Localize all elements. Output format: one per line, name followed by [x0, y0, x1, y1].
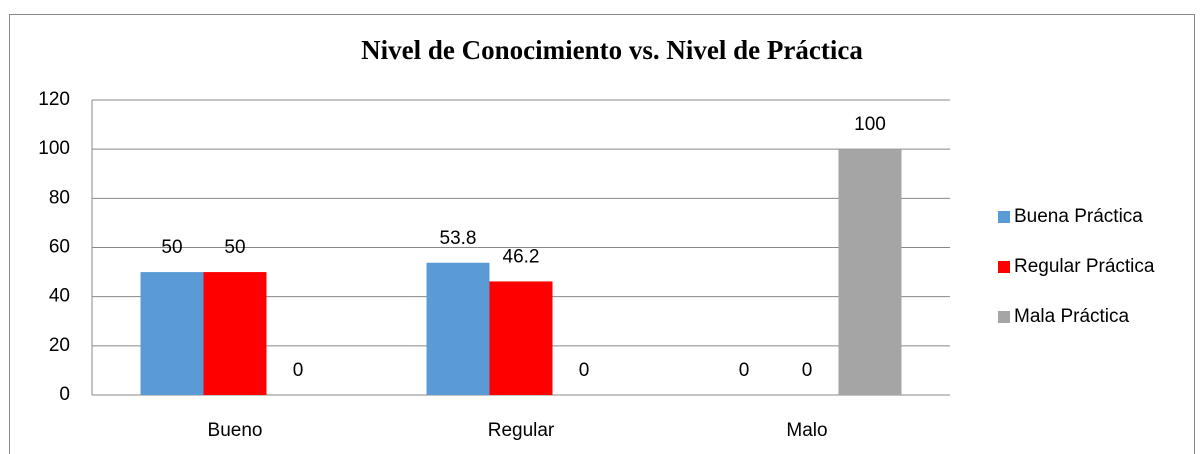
x-tick-label: Bueno [208, 420, 263, 441]
y-tick-label: 80 [49, 187, 70, 208]
chart-title: Nivel de Conocimiento vs. Nivel de Práct… [361, 35, 863, 65]
data-label: 50 [161, 237, 182, 258]
legend-swatch [998, 211, 1010, 223]
data-label: 0 [802, 360, 813, 381]
data-label: 46.2 [503, 246, 540, 267]
data-label: 50 [224, 237, 245, 258]
data-label: 0 [579, 360, 590, 381]
y-tick-label: 120 [38, 89, 70, 110]
legend-swatch [998, 311, 1010, 323]
x-tick-label: Regular [488, 420, 555, 441]
y-tick-label: 100 [38, 138, 70, 159]
legend-swatch [998, 261, 1010, 273]
bar [426, 262, 490, 395]
y-tick-label: 40 [49, 286, 70, 307]
x-tick-label: Malo [786, 420, 827, 441]
y-tick-label: 0 [59, 384, 70, 405]
bar [489, 281, 553, 395]
legend-label: Buena Práctica [1014, 206, 1143, 227]
data-label: 100 [854, 114, 886, 135]
data-label: 53.8 [440, 228, 477, 249]
data-label: 0 [739, 360, 750, 381]
bar [838, 149, 902, 395]
y-tick-label: 60 [49, 237, 70, 258]
legend-label: Regular Práctica [1014, 256, 1155, 277]
legend-label: Mala Práctica [1014, 306, 1130, 327]
bar [203, 272, 267, 395]
y-tick-label: 20 [49, 335, 70, 356]
bar [140, 272, 204, 395]
data-label: 0 [293, 360, 304, 381]
